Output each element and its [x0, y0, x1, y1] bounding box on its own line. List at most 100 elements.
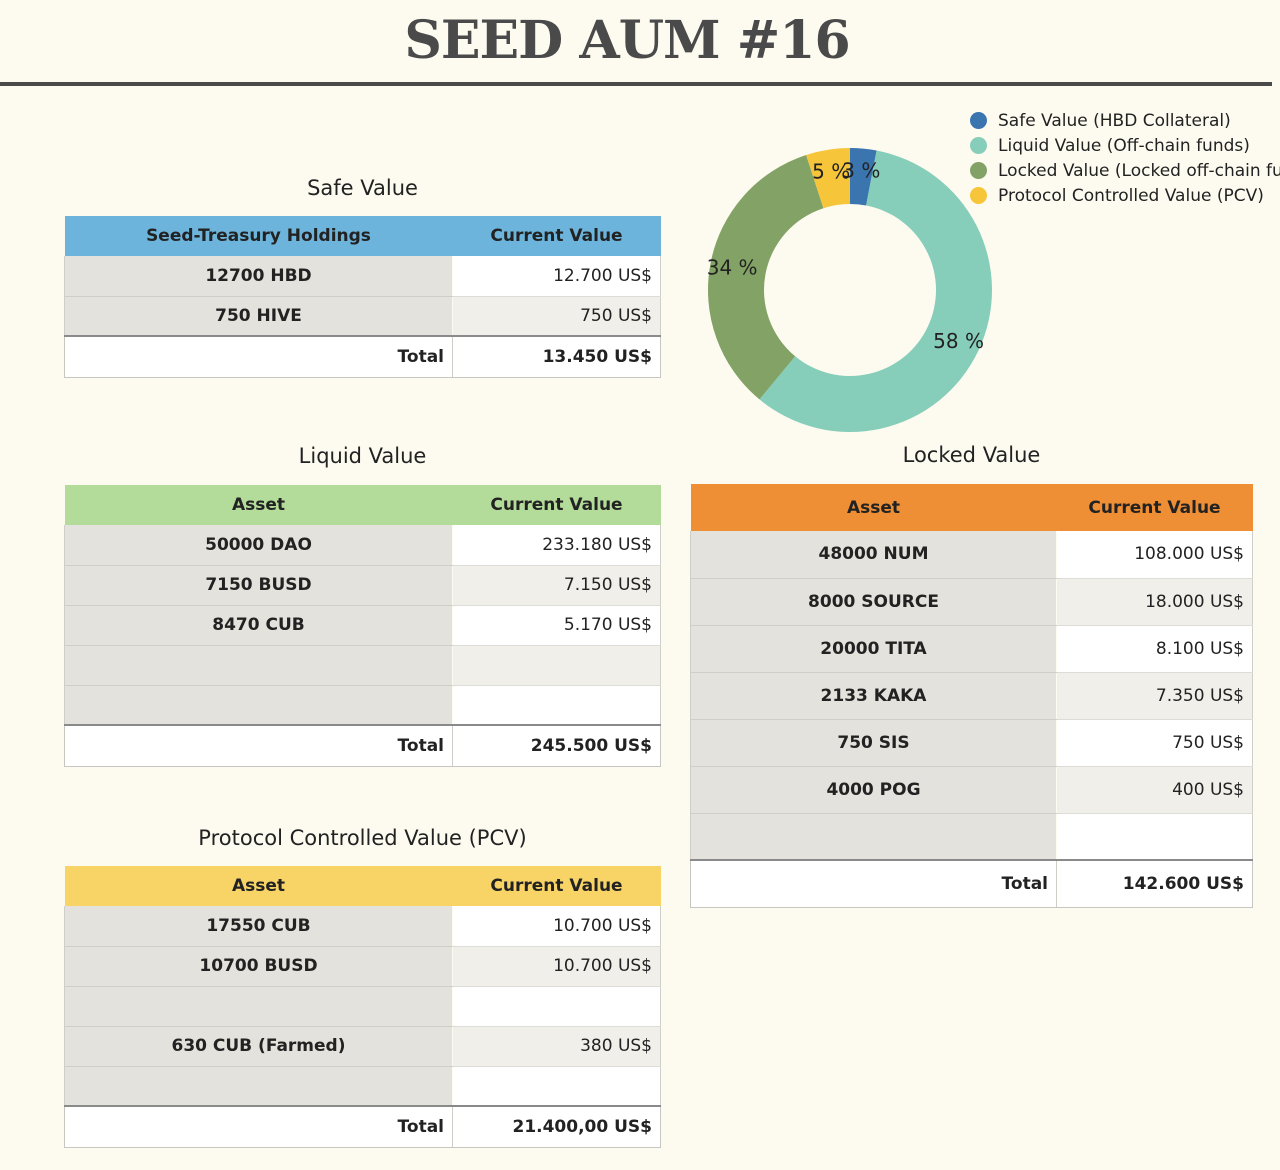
legend-label: Protocol Controlled Value (PCV) — [998, 185, 1264, 206]
asset-cell: 17550 CUB — [64, 906, 453, 947]
pcv-title: Protocol Controlled Value (PCV) — [198, 826, 527, 850]
table-row: 2133 KAKA 7.350 US$ — [690, 672, 1253, 720]
asset-cell — [64, 645, 453, 686]
total-row: Total 245.500 US$ — [64, 724, 661, 767]
legend-swatch — [970, 162, 987, 179]
asset-cell: 10700 BUSD — [64, 946, 453, 987]
value-cell: 750 US$ — [1056, 719, 1253, 767]
donut-data-label: 3 % — [842, 159, 880, 183]
locked-value-table: Asset Current Value 48000 NUM 108.000 US… — [690, 484, 1253, 908]
asset-cell: 48000 NUM — [690, 531, 1057, 579]
asset-cell — [64, 986, 453, 1027]
donut-slice-safe — [850, 148, 877, 206]
value-cell: 7.350 US$ — [1056, 672, 1253, 720]
value-cell — [452, 986, 661, 1027]
legend-item-pcv: Protocol Controlled Value (PCV) — [970, 183, 1280, 208]
table-row: 48000 NUM 108.000 US$ — [690, 531, 1253, 579]
table-row: 50000 DAO 233.180 US$ — [64, 525, 661, 566]
asset-cell — [690, 813, 1057, 861]
value-cell — [452, 685, 661, 726]
value-cell: 18.000 US$ — [1056, 578, 1253, 626]
value-cell — [452, 645, 661, 686]
chart-legend: Safe Value (HBD Collateral) Liquid Value… — [970, 108, 1280, 208]
donut-data-label: 34 % — [707, 256, 758, 280]
total-value: 245.500 US$ — [452, 724, 661, 767]
table-row — [64, 685, 661, 726]
table-row: 17550 CUB 10.700 US$ — [64, 906, 661, 947]
column-header-value: Current Value — [452, 485, 661, 525]
value-cell: 750 US$ — [452, 296, 661, 337]
safe-value-table: Seed-Treasury Holdings Current Value 127… — [64, 216, 661, 378]
legend-item-safe: Safe Value (HBD Collateral) — [970, 108, 1280, 133]
asset-cell: 20000 TITA — [690, 625, 1057, 673]
value-cell: 5.170 US$ — [452, 605, 661, 646]
asset-cell: 8000 SOURCE — [690, 578, 1057, 626]
total-row: Total 21.400,00 US$ — [64, 1105, 661, 1148]
value-cell — [1056, 813, 1253, 861]
total-value: 13.450 US$ — [452, 335, 661, 378]
donut-slice-locked — [708, 154, 824, 400]
column-header-value: Current Value — [1056, 484, 1253, 531]
table-row: 7150 BUSD 7.150 US$ — [64, 565, 661, 606]
column-header-asset: Asset — [64, 866, 453, 906]
total-row: Total 13.450 US$ — [64, 335, 661, 378]
legend-item-locked: Locked Value (Locked off-chain fun — [970, 158, 1280, 183]
asset-cell — [64, 1066, 453, 1107]
asset-cell: 8470 CUB — [64, 605, 453, 646]
column-header-value: Current Value — [452, 216, 661, 256]
asset-cell: 750 HIVE — [64, 296, 453, 337]
total-label: Total — [690, 859, 1057, 908]
asset-cell: 2133 KAKA — [690, 672, 1057, 720]
table-row: 8000 SOURCE 18.000 US$ — [690, 578, 1253, 626]
legend-label: Safe Value (HBD Collateral) — [998, 110, 1231, 131]
table-row — [64, 1066, 661, 1107]
value-cell: 12.700 US$ — [452, 256, 661, 297]
liquid-value-title: Liquid Value — [298, 444, 427, 468]
table-row: 750 HIVE 750 US$ — [64, 296, 661, 337]
asset-cell — [64, 685, 453, 726]
page-title: SEED AUM #16 — [404, 10, 850, 71]
total-value: 142.600 US$ — [1056, 859, 1253, 908]
value-cell: 10.700 US$ — [452, 906, 661, 947]
legend-swatch — [970, 112, 987, 129]
column-header-asset: Seed-Treasury Holdings — [64, 216, 453, 256]
donut-data-label: 5 % — [812, 159, 850, 183]
value-cell: 10.700 US$ — [452, 946, 661, 987]
total-row: Total 142.600 US$ — [690, 859, 1253, 908]
table-row: 12700 HBD 12.700 US$ — [64, 256, 661, 297]
legend-item-liquid: Liquid Value (Off-chain funds) — [970, 133, 1280, 158]
table-header-row: Asset Current Value — [64, 485, 661, 525]
total-value: 21.400,00 US$ — [452, 1105, 661, 1148]
total-label: Total — [64, 335, 453, 378]
asset-cell: 12700 HBD — [64, 256, 453, 297]
donut-slice-liquid — [759, 150, 992, 433]
locked-value-title: Locked Value — [902, 443, 1041, 467]
legend-label: Locked Value (Locked off-chain fun — [998, 160, 1280, 181]
table-row: 4000 POG 400 US$ — [690, 766, 1253, 814]
table-row — [64, 645, 661, 686]
liquid-value-table: Asset Current Value 50000 DAO 233.180 US… — [64, 485, 661, 767]
total-label: Total — [64, 724, 453, 767]
table-header-row: Seed-Treasury Holdings Current Value — [64, 216, 661, 256]
table-row: 8470 CUB 5.170 US$ — [64, 605, 661, 646]
table-row: 10700 BUSD 10.700 US$ — [64, 946, 661, 987]
table-row — [690, 813, 1253, 861]
table-row: 630 CUB (Farmed) 380 US$ — [64, 1026, 661, 1067]
value-cell: 8.100 US$ — [1056, 625, 1253, 673]
total-label: Total — [64, 1105, 453, 1148]
donut-slice-pcv — [806, 148, 850, 209]
table-row — [64, 986, 661, 1027]
value-cell: 7.150 US$ — [452, 565, 661, 606]
legend-swatch — [970, 187, 987, 204]
aum-donut-chart: 3 % 58 % 34 % 5 % — [707, 148, 992, 433]
asset-cell: 630 CUB (Farmed) — [64, 1026, 453, 1067]
table-row: 20000 TITA 8.100 US$ — [690, 625, 1253, 673]
legend-swatch — [970, 137, 987, 154]
legend-label: Liquid Value (Off-chain funds) — [998, 135, 1250, 156]
value-cell: 108.000 US$ — [1056, 531, 1253, 579]
asset-cell: 7150 BUSD — [64, 565, 453, 606]
value-cell — [452, 1066, 661, 1107]
safe-value-title: Safe Value — [307, 176, 418, 200]
table-header-row: Asset Current Value — [64, 866, 661, 906]
title-divider — [0, 82, 1272, 86]
